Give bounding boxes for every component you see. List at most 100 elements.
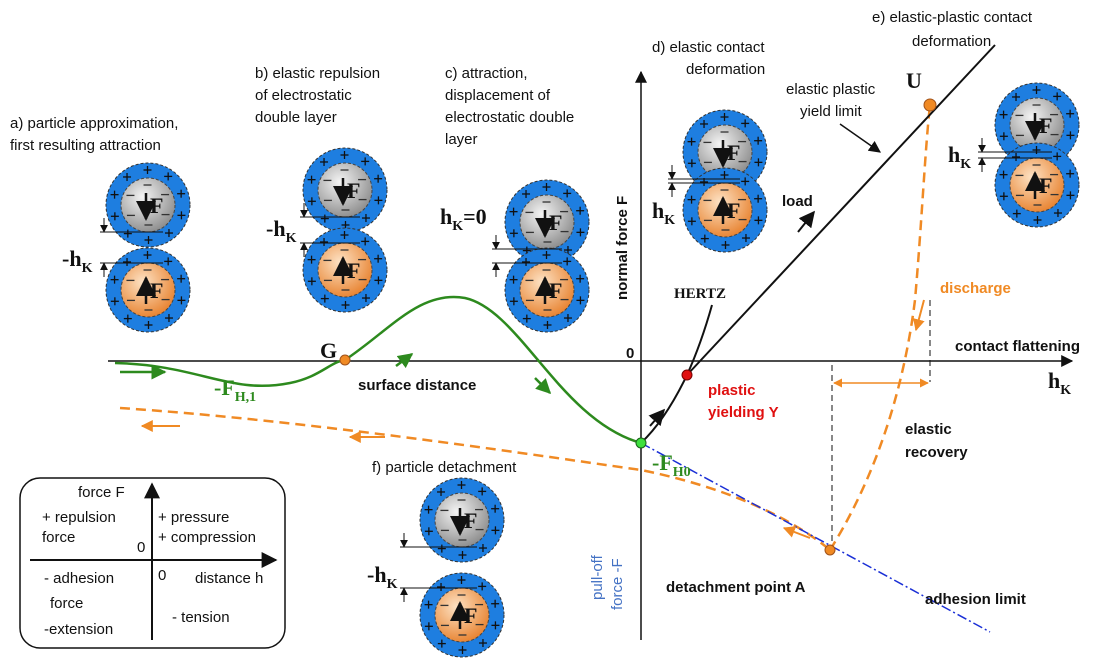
caption: displacement of (445, 87, 551, 104)
caption: electrostatic double (445, 109, 574, 126)
caption: c) attraction, (445, 65, 528, 82)
force-symbol: F (727, 198, 740, 223)
annotation: adhesion limit (925, 591, 1026, 608)
point-g (340, 355, 350, 365)
gap-sub: K (960, 157, 971, 172)
force-symbol: F (549, 278, 562, 303)
annotation: yield limit (800, 103, 863, 120)
point-label: detachment point A (666, 579, 806, 596)
symbol-main: h (1048, 368, 1060, 393)
point-y (682, 370, 692, 380)
gap-main: -h (62, 246, 82, 271)
annotation: pull-off (589, 554, 606, 600)
x-axis-symbol: hK (1048, 368, 1071, 398)
caption: f) particle detachment (372, 459, 517, 476)
legend-text: -extension (44, 621, 113, 638)
gap-label: -hK (266, 216, 297, 246)
gap-main: -h (266, 216, 286, 241)
force-symbol: F (150, 193, 163, 218)
point-label: U (906, 68, 922, 93)
direction-arrow (916, 300, 924, 330)
legend: force F + repulsion force + pressure + c… (20, 478, 285, 648)
y-axis-label: normal force F (614, 196, 631, 300)
force-symbol: F (464, 508, 477, 533)
legend-text: + pressure (158, 509, 229, 526)
legend-text: 0 (158, 567, 166, 584)
particle (1010, 158, 1064, 212)
force-symbol: F (549, 210, 562, 235)
annotation: HERTZ (674, 286, 726, 302)
force-symbol: F (727, 140, 740, 165)
particle (318, 243, 372, 297)
caption: e) elastic-plastic contact (872, 9, 1033, 26)
force-symbol: F (1039, 113, 1052, 138)
force-label: -FH,1 (214, 375, 256, 405)
caption: a) particle approximation, (10, 115, 178, 132)
annotation: discharge (940, 280, 1011, 297)
legend-text: force (50, 595, 83, 612)
force-symbol: F (464, 603, 477, 628)
gap-main: h (948, 142, 960, 167)
direction-arrow (798, 212, 814, 232)
gap-main: h (652, 198, 664, 223)
caption: deformation (686, 61, 765, 78)
particle (318, 163, 372, 217)
caption: deformation (912, 33, 991, 50)
point-label: G (320, 338, 337, 363)
caption: d) elastic contact (652, 39, 765, 56)
page: FFFFFFFFFFFF a) particle approximation, … (0, 0, 1116, 670)
diagram: FFFFFFFFFFFF a) particle approximation, … (0, 0, 1116, 670)
force-main: -F (214, 375, 235, 400)
annotation: force -F (609, 558, 626, 610)
particle (698, 183, 752, 237)
particle (435, 493, 489, 547)
force-sub: H,1 (235, 390, 256, 405)
direction-arrow (535, 378, 550, 393)
caption: b) elastic repulsion (255, 65, 380, 82)
annotation: recovery (905, 444, 968, 461)
caption: of electrostatic (255, 87, 352, 104)
caption: first resulting attraction (10, 137, 161, 154)
point-label: yielding Y (708, 404, 779, 421)
legend-text: distance h (195, 570, 263, 587)
particle (121, 178, 175, 232)
particle (435, 588, 489, 642)
gap-suffix: =0 (463, 204, 487, 229)
annotation: elastic (905, 421, 952, 438)
gap-sub: K (664, 213, 675, 228)
origin-label: 0 (626, 345, 634, 362)
discharge-curve (830, 105, 930, 550)
direction-arrow (396, 354, 412, 366)
legend-text: - tension (172, 609, 230, 626)
particle (520, 195, 574, 249)
gap-label: hK=0 (440, 204, 487, 234)
force-symbol: F (150, 278, 163, 303)
annotation: load (782, 193, 813, 210)
legend-text: 0 (137, 539, 145, 556)
point-u (924, 99, 936, 111)
symbol-sub: K (1060, 383, 1071, 398)
caption: layer (445, 131, 478, 148)
caption: double layer (255, 109, 337, 126)
annotation: elastic plastic (786, 81, 876, 98)
gap-sub: K (387, 577, 398, 592)
annotation: surface distance (358, 377, 476, 394)
gap-label: hK (948, 142, 971, 172)
gap-main: h (440, 204, 452, 229)
legend-text: - adhesion (44, 570, 114, 587)
gap-sub: K (82, 261, 93, 276)
legend-text: + compression (158, 529, 256, 546)
gap-label: -hK (62, 246, 93, 276)
legend-text: + repulsion (42, 509, 116, 526)
gap-label: hK (652, 198, 675, 228)
force-symbol: F (347, 178, 360, 203)
point-fh0 (636, 438, 646, 448)
force-label: -FH0 (652, 450, 691, 480)
legend-text: force F (78, 484, 125, 501)
force-main: -F (652, 450, 673, 475)
legend-text: force (42, 529, 75, 546)
gap-label: -hK (367, 562, 398, 592)
particle (520, 263, 574, 317)
force-symbol: F (347, 258, 360, 283)
point-label: plastic (708, 382, 756, 399)
